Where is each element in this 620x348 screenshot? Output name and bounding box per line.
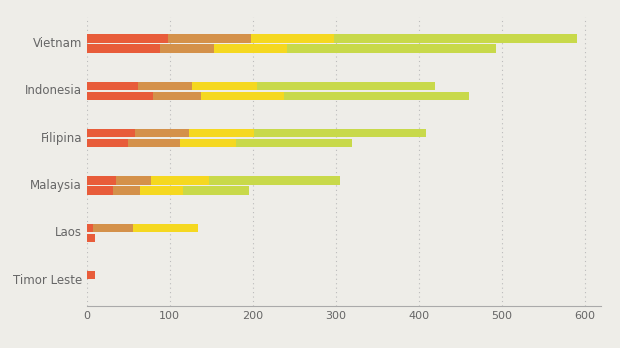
Bar (87, 186, 113, 195)
Bar (251, 34, 334, 43)
Bar (113, 186, 140, 195)
Bar (87, 271, 95, 279)
Bar (94, 224, 133, 232)
Bar (140, 186, 183, 195)
Bar (209, 176, 340, 185)
Bar (87, 44, 160, 53)
Bar (180, 139, 236, 148)
Bar (87, 139, 128, 148)
Bar (128, 139, 180, 148)
Bar (202, 92, 285, 100)
Bar (87, 34, 168, 43)
Bar (138, 81, 192, 90)
Bar (236, 139, 352, 148)
Bar (151, 176, 209, 185)
Bar (168, 34, 251, 43)
Bar (153, 92, 202, 100)
Bar (87, 81, 138, 90)
Bar (334, 34, 577, 43)
Bar (135, 129, 189, 137)
Bar (87, 176, 116, 185)
Bar (189, 129, 254, 137)
Bar (133, 224, 198, 232)
Bar (257, 81, 435, 90)
Bar (285, 92, 469, 100)
Bar (192, 81, 257, 90)
Bar (214, 44, 287, 53)
Bar (116, 176, 151, 185)
Bar (254, 129, 427, 137)
Bar (87, 224, 94, 232)
Bar (287, 44, 496, 53)
Bar (87, 129, 135, 137)
Bar (160, 44, 214, 53)
Bar (183, 186, 249, 195)
Bar (87, 234, 95, 242)
Bar (87, 92, 153, 100)
